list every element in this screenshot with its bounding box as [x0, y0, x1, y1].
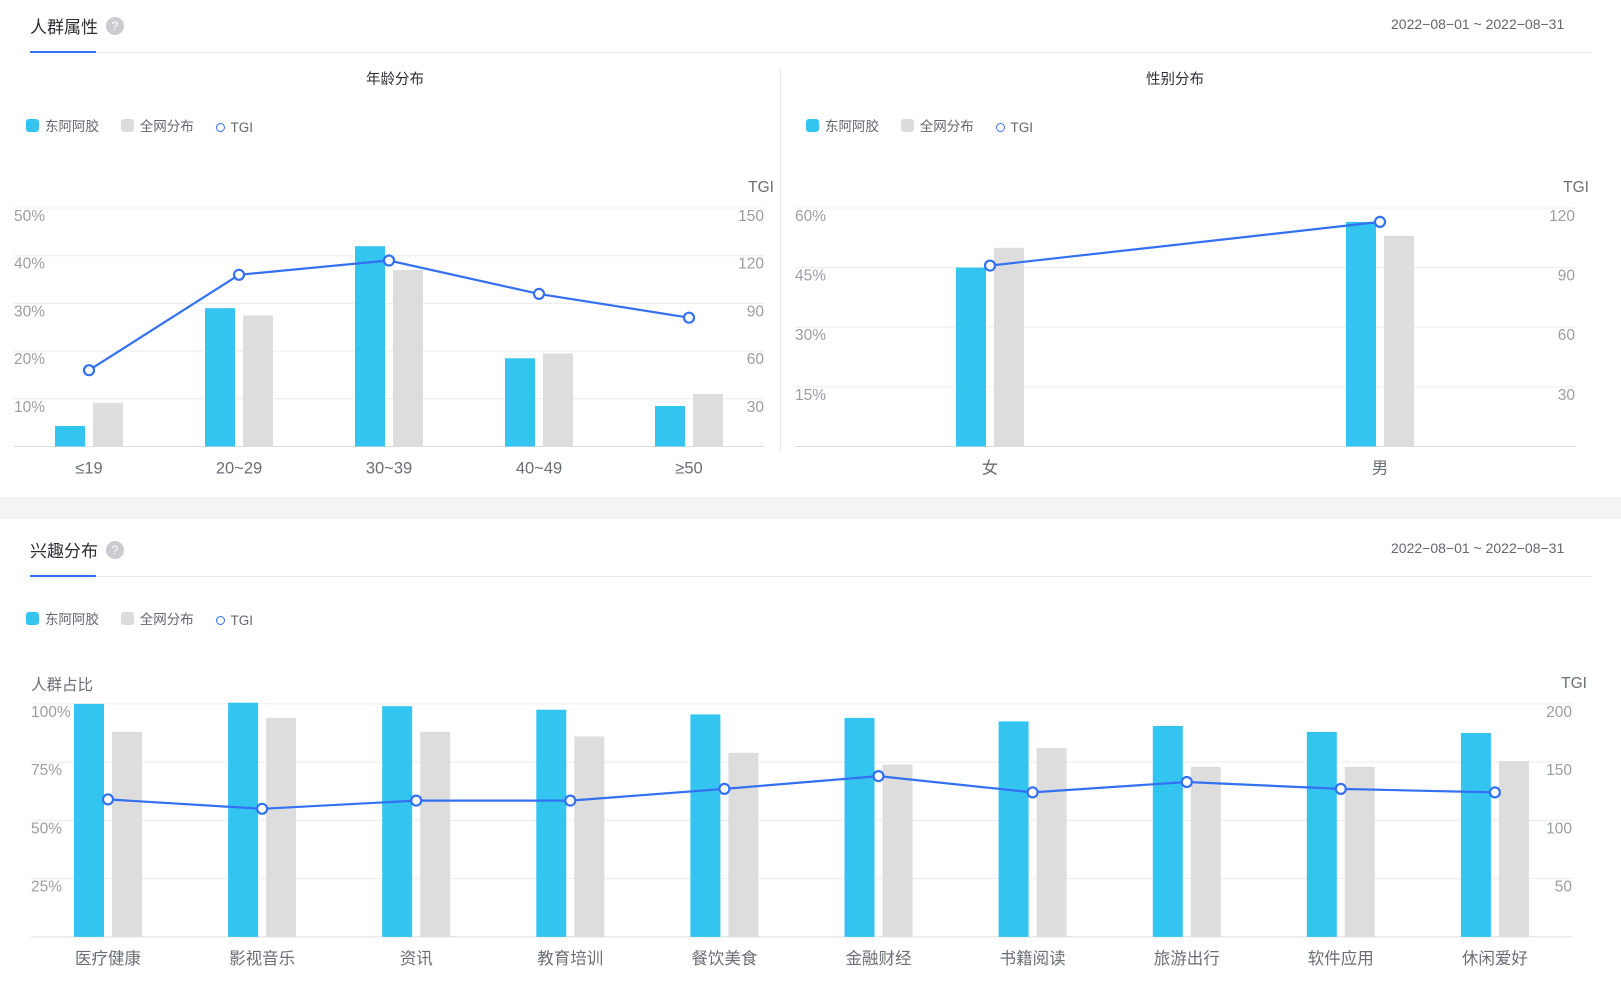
- svg-text:30%: 30%: [795, 327, 826, 344]
- svg-text:教育培训: 教育培训: [537, 949, 603, 968]
- svg-text:TGI: TGI: [1563, 179, 1589, 196]
- svg-text:100%: 100%: [31, 704, 71, 721]
- svg-text:资讯: 资讯: [400, 949, 433, 968]
- svg-text:60: 60: [1558, 327, 1576, 344]
- svg-text:30: 30: [1558, 387, 1576, 404]
- svg-text:25%: 25%: [31, 879, 62, 896]
- svg-text:60: 60: [747, 351, 765, 368]
- svg-text:软件应用: 软件应用: [1308, 949, 1374, 968]
- svg-text:TGI: TGI: [1561, 675, 1587, 692]
- svg-text:40~49: 40~49: [516, 460, 562, 478]
- svg-text:书籍阅读: 书籍阅读: [1000, 949, 1066, 968]
- svg-text:女: 女: [982, 459, 999, 478]
- svg-text:20~29: 20~29: [216, 460, 262, 478]
- svg-text:90: 90: [1558, 268, 1576, 285]
- svg-text:45%: 45%: [795, 268, 826, 285]
- svg-text:旅游出行: 旅游出行: [1154, 949, 1220, 968]
- svg-text:金融财经: 金融财经: [846, 949, 912, 968]
- svg-text:≥50: ≥50: [675, 460, 702, 478]
- svg-text:120: 120: [1549, 208, 1575, 225]
- svg-text:60%: 60%: [795, 208, 826, 225]
- svg-text:200: 200: [1546, 704, 1572, 721]
- svg-text:影视音乐: 影视音乐: [229, 949, 295, 968]
- svg-text:医疗健康: 医疗健康: [75, 949, 141, 968]
- svg-text:150: 150: [738, 208, 764, 225]
- svg-text:50: 50: [1555, 879, 1573, 896]
- svg-text:休闲爱好: 休闲爱好: [1462, 949, 1528, 968]
- svg-text:120: 120: [738, 256, 764, 273]
- svg-text:50%: 50%: [31, 820, 62, 837]
- svg-text:10%: 10%: [14, 399, 45, 416]
- svg-text:75%: 75%: [31, 762, 62, 779]
- svg-text:15%: 15%: [795, 387, 826, 404]
- svg-text:20%: 20%: [14, 351, 45, 368]
- svg-text:男: 男: [1372, 460, 1389, 478]
- svg-text:150: 150: [1546, 762, 1572, 779]
- svg-text:90: 90: [747, 303, 765, 320]
- svg-text:30: 30: [747, 399, 765, 416]
- svg-text:TGI: TGI: [748, 179, 774, 196]
- svg-text:30%: 30%: [14, 303, 45, 320]
- svg-text:50%: 50%: [14, 208, 45, 225]
- svg-text:餐饮美食: 餐饮美食: [691, 949, 758, 968]
- svg-text:≤19: ≤19: [75, 460, 102, 478]
- svg-text:30~39: 30~39: [366, 460, 412, 478]
- svg-text:100: 100: [1546, 820, 1572, 837]
- svg-text:40%: 40%: [14, 256, 45, 273]
- svg-text:人群占比: 人群占比: [31, 676, 93, 694]
